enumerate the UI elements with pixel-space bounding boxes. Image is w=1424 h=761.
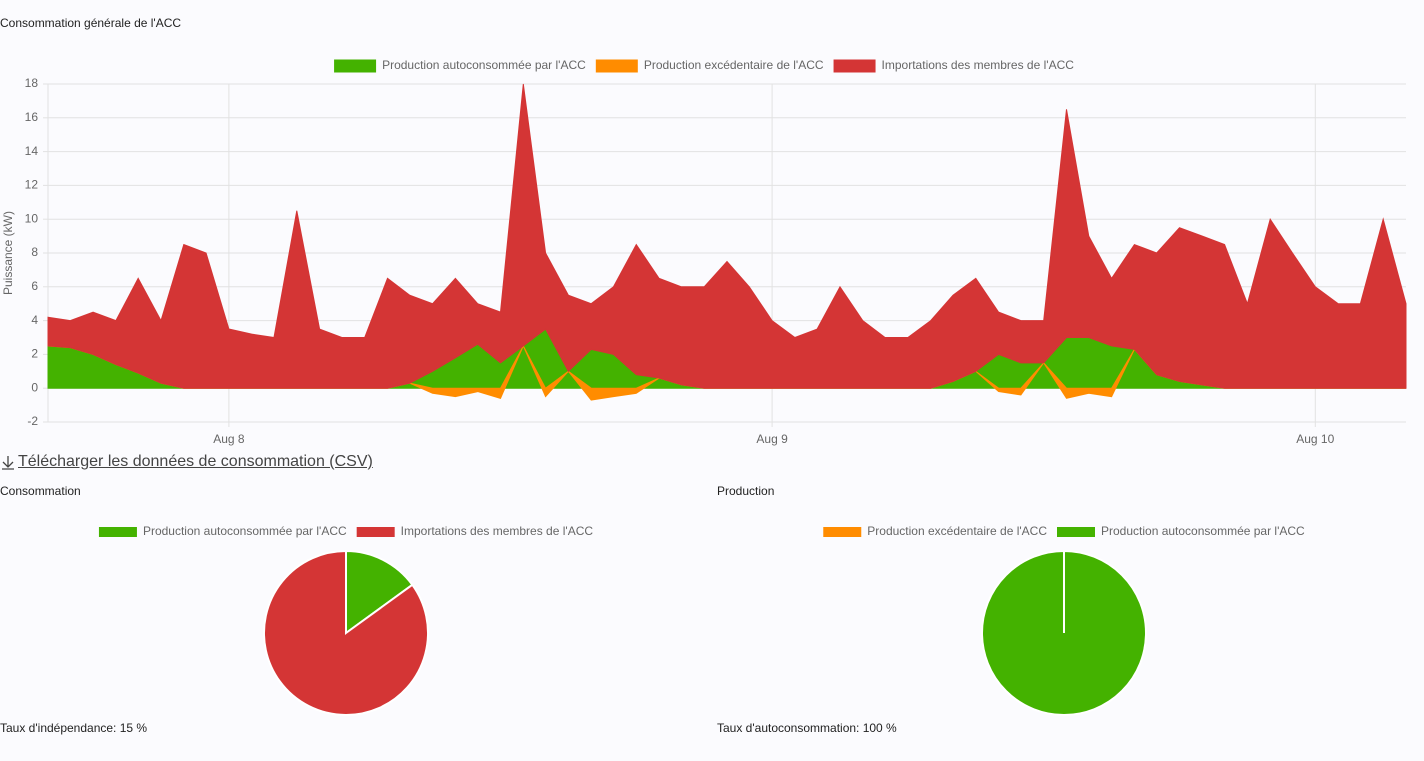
y-axis-label: Puissance (kW) [1,211,15,295]
y-tick-label: -2 [27,414,38,428]
pie-slice [345,549,414,635]
legend-label: Production excédentaire de l'ACC [867,524,1047,538]
y-tick-label: 0 [31,380,38,394]
legend-swatch [98,527,137,537]
legend-label: Production excédentaire de l'ACC [644,58,824,72]
y-tick-label: 10 [25,211,39,225]
y-tick-label: 8 [31,245,38,259]
rate-text: Taux d'indépendance: 15 % [0,721,147,735]
y-tick-label: 14 [25,144,39,158]
legend-label: Production autoconsommée par l'ACC [1101,524,1305,538]
section-title: Production [717,484,774,498]
legend-swatch [356,527,395,537]
chart-title: Consommation générale de l'ACC [0,16,181,30]
legend-label: Importations des membres de l'ACC [882,58,1075,72]
y-tick-label: 6 [31,279,38,293]
x-tick-label: Aug 8 [213,432,245,446]
legend-swatch [1057,527,1095,537]
y-tick-label: 12 [25,178,39,192]
area-series [47,83,1407,389]
legend-swatch [823,527,862,537]
legend-swatch [833,59,876,73]
area-series [47,344,1406,401]
legend-label: Importations des membres de l'ACC [401,524,594,538]
pie-slice [263,549,429,716]
y-tick-label: 16 [25,110,39,124]
legend-label: Production autoconsommée par l'ACC [143,524,347,538]
rate-text: Taux d'autoconsommation: 100 % [717,721,897,735]
x-tick-label: Aug 9 [756,432,788,446]
y-tick-label: 4 [31,313,38,327]
section-title: Consommation [0,484,81,498]
y-tick-label: 18 [25,76,39,90]
legend-label: Production autoconsommée par l'ACC [382,58,586,72]
download-icon [2,456,14,470]
download-link[interactable]: Télécharger les données de consommation … [0,453,373,471]
legend-swatch [334,59,377,73]
x-tick-label: Aug 10 [1296,432,1334,446]
download-text: Télécharger les données de consommation … [18,453,373,470]
y-tick-label: 2 [31,347,38,361]
pie-slice [981,549,1147,717]
legend-swatch [595,59,638,73]
